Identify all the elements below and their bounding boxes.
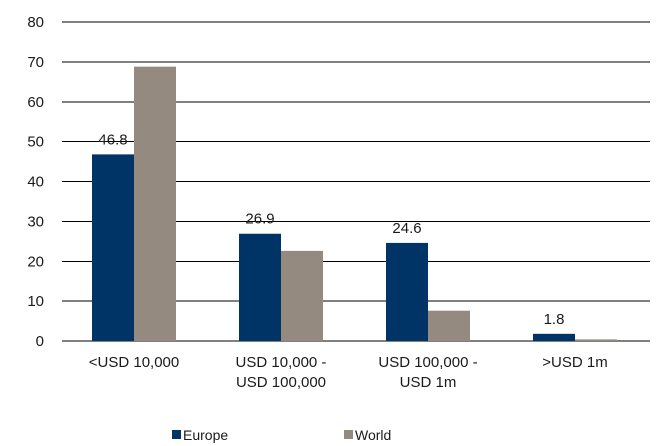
x-tick-label-line: USD 100,000 - [378, 354, 477, 371]
bar-world-1 [281, 250, 323, 341]
data-label-europe-3: 1.8 [544, 311, 565, 328]
y-tick-label-10: 10 [27, 293, 44, 310]
legend-label-europe: Europe [183, 427, 228, 443]
x-tick-label-line: <USD 10,000 [89, 354, 179, 371]
y-tick-label-20: 20 [27, 253, 44, 270]
y-tick-label-0: 0 [36, 333, 44, 350]
x-tick-label-line: >USD 1m [542, 354, 607, 371]
y-tick-label-80: 80 [27, 14, 44, 31]
x-tick-label-line: USD 10,000 - [236, 354, 327, 371]
data-labels: 46.8 26.9 24.6 1.8 [98, 131, 564, 327]
axes: 0 10 20 30 40 50 60 70 80 <USD 10,000 USD 10,000 -… [27, 14, 607, 391]
y-tick-label-60: 60 [27, 94, 44, 111]
bar-europe-1 [239, 233, 281, 341]
legend-label-world: World [355, 427, 391, 443]
y-tick-label-70: 70 [27, 54, 44, 71]
y-tick-label-40: 40 [27, 174, 44, 191]
x-tick-label-line: USD 100,000 [236, 374, 326, 391]
bars [92, 66, 617, 341]
data-label-europe-1: 26.9 [245, 211, 274, 228]
bar-europe-3 [533, 333, 575, 341]
bar-europe-0 [92, 154, 134, 341]
bar-europe-2 [386, 242, 428, 341]
x-tick-label-0: <USD 10,000 [89, 354, 179, 371]
legend: Europe World [172, 427, 391, 443]
bar-world-0 [134, 66, 176, 341]
x-tick-label-1: USD 10,000 - USD 100,000 [236, 354, 327, 391]
x-tick-label-3: >USD 1m [542, 354, 607, 371]
y-tick-label-50: 50 [27, 134, 44, 151]
data-label-europe-2: 24.6 [392, 220, 421, 237]
x-tick-label-line: USD 1m [400, 374, 457, 391]
bar-world-2 [428, 310, 470, 341]
bar-world-3 [575, 339, 617, 341]
legend-swatch-world [344, 430, 353, 439]
data-label-europe-0: 46.8 [98, 131, 127, 148]
x-tick-label-2: USD 100,000 - USD 1m [378, 354, 477, 391]
legend-swatch-europe [172, 430, 181, 439]
y-tick-label-30: 30 [27, 213, 44, 230]
